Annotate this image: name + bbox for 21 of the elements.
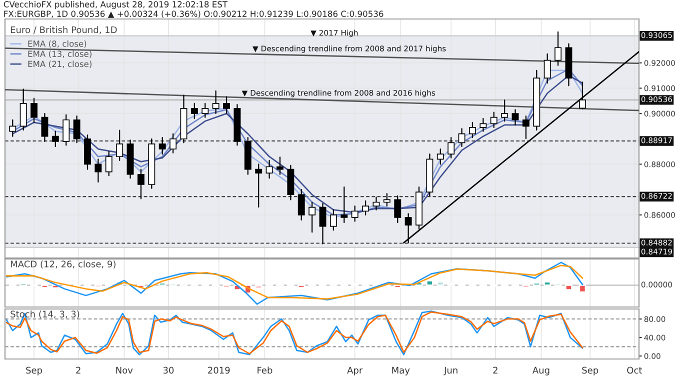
legend-label: EMA (8, close)	[28, 40, 86, 48]
chart-title: Stoch (14, 3, 3)	[10, 310, 80, 319]
text: FX:EURGBP, 1D 0.90536 ▲ +0.00324 (+0.36%) O:0.90212 H:0.91239 L:0.90186 C:0.90536	[4, 10, 384, 18]
x-tick-label: Aug	[532, 366, 550, 376]
x-tick-label: 2	[76, 366, 80, 374]
x-tick-label: 2019	[208, 366, 230, 374]
x-tick-label: Sep	[26, 366, 42, 376]
x-tick-label: Oct	[627, 366, 642, 374]
x-tick-label: Sep	[582, 366, 598, 376]
x-tick-label: May	[392, 366, 410, 376]
x-tick-label: 2	[493, 366, 498, 374]
x-tick-label: Nov	[116, 366, 133, 374]
legend-label: EMA (13, close)	[28, 50, 92, 58]
chart-title: MACD (12, 26, close, 9)	[10, 260, 116, 268]
x-tick-label: Jun	[444, 366, 458, 376]
x-tick-label: Feb	[258, 366, 272, 374]
x-tick-label: 30	[163, 366, 174, 374]
x-tick-label: Apr	[347, 366, 363, 376]
text: CVecchioFX published, August 28, 2019 12:02:18 EST	[4, 1, 228, 10]
legend-label: EMA (21, close)	[28, 60, 92, 68]
text: Euro / British Pound, 1D	[10, 26, 117, 34]
